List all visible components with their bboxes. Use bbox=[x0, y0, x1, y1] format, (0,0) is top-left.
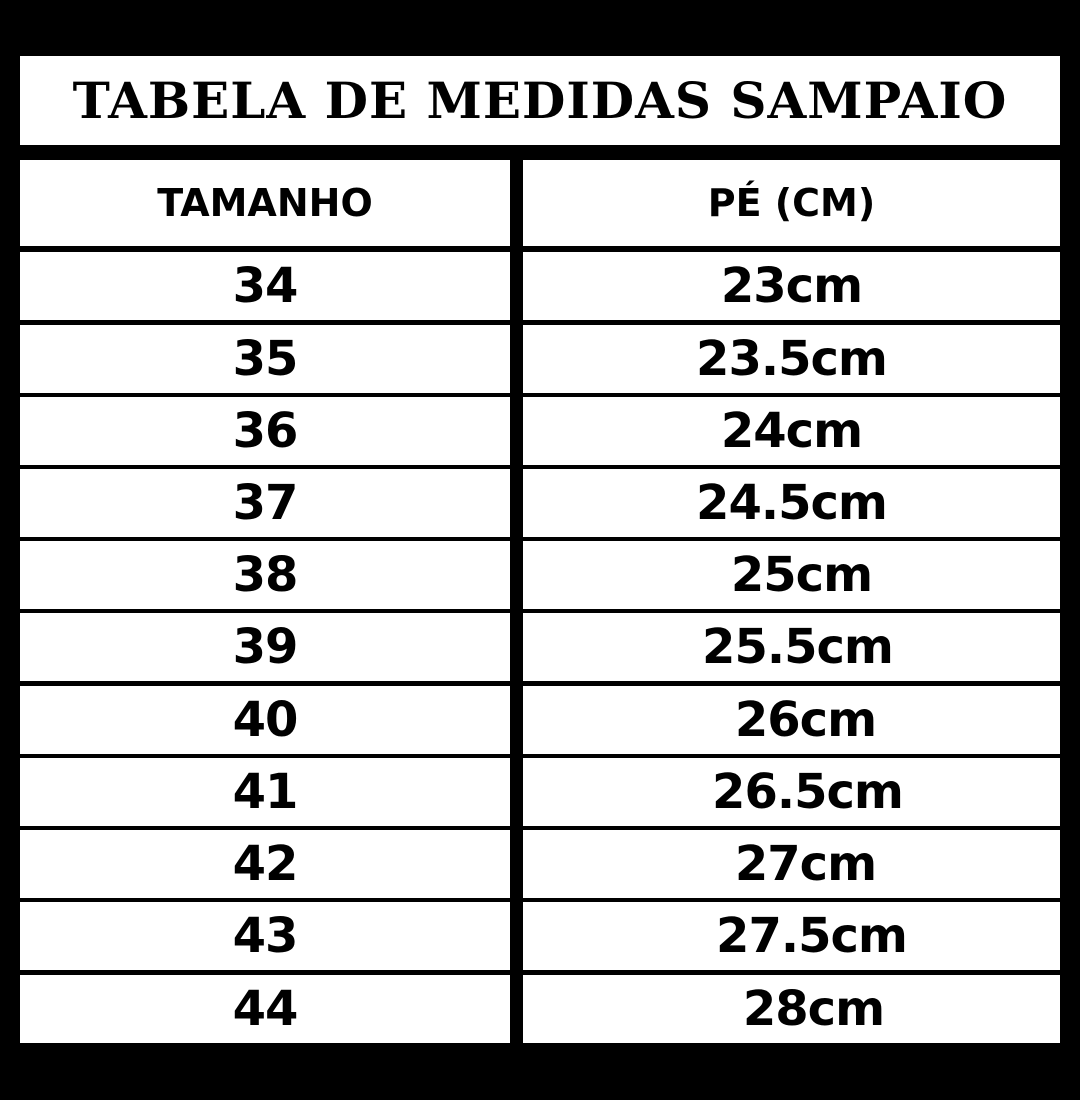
size-cell: 42 bbox=[20, 830, 510, 898]
foot-length-cell: 25cm bbox=[523, 541, 1060, 609]
foot-length-cell: 26.5cm bbox=[523, 758, 1060, 826]
foot-length-cell: 27cm bbox=[523, 830, 1060, 898]
size-cell: 44 bbox=[20, 975, 510, 1043]
foot-length-cell: 28cm bbox=[523, 975, 1060, 1043]
size-cell: 36 bbox=[20, 397, 510, 465]
column-header-size: TAMANHO bbox=[20, 160, 510, 246]
table-title: TABELA DE MEDIDAS SAMPAIO bbox=[20, 56, 1060, 145]
size-cell: 43 bbox=[20, 902, 510, 970]
size-cell: 34 bbox=[20, 252, 510, 320]
foot-length-cell: 24cm bbox=[523, 397, 1060, 465]
size-cell: 41 bbox=[20, 758, 510, 826]
foot-length-cell: 26cm bbox=[523, 686, 1060, 754]
size-cell: 39 bbox=[20, 613, 510, 681]
foot-length-cell: 23cm bbox=[523, 252, 1060, 320]
size-cell: 35 bbox=[20, 325, 510, 393]
foot-length-cell: 27.5cm bbox=[523, 902, 1060, 970]
foot-length-cell: 24.5cm bbox=[523, 469, 1060, 537]
size-cell: 38 bbox=[20, 541, 510, 609]
size-cell: 37 bbox=[20, 469, 510, 537]
foot-length-cell: 23.5cm bbox=[523, 325, 1060, 393]
size-cell: 40 bbox=[20, 686, 510, 754]
foot-length-cell: 25.5cm bbox=[523, 613, 1060, 681]
column-header-foot: PÉ (CM) bbox=[523, 160, 1060, 246]
